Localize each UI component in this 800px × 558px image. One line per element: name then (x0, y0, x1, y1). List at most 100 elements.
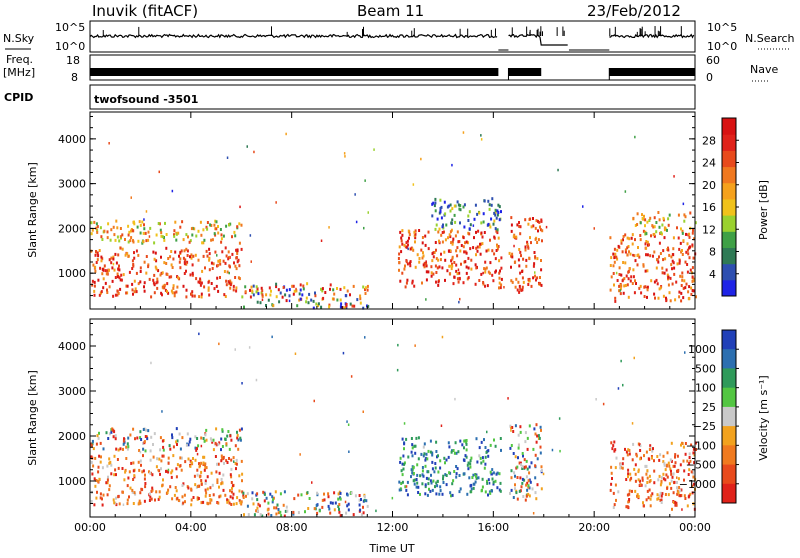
y-tick-label: 2000 (58, 430, 86, 443)
data-speck (593, 227, 595, 230)
data-cell (244, 285, 247, 289)
data-cell (336, 287, 338, 290)
data-cell (95, 226, 98, 230)
data-cell (446, 269, 449, 273)
data-cell (441, 240, 444, 244)
data-cell (138, 468, 141, 472)
data-cell (524, 440, 527, 444)
data-cell (451, 255, 454, 259)
data-cell (676, 226, 678, 230)
data-cell (131, 267, 134, 270)
data-cell (493, 438, 495, 442)
data-cell (160, 234, 163, 238)
data-cell (469, 462, 472, 466)
data-cell (444, 278, 446, 282)
data-cell (103, 264, 106, 268)
data-cell (193, 474, 196, 478)
data-speck (639, 444, 642, 448)
data-cell (196, 437, 199, 440)
data-cell (477, 476, 480, 480)
data-cell (116, 289, 119, 293)
data-cell (648, 448, 651, 451)
data-speck (355, 220, 358, 224)
data-cell (693, 237, 695, 241)
data-cell (674, 455, 676, 459)
data-cell (689, 268, 692, 272)
data-cell (656, 493, 659, 497)
data-cell (398, 488, 401, 492)
data-cell (354, 494, 357, 498)
data-cell (527, 484, 530, 488)
data-cell (653, 292, 656, 296)
data-cell (186, 432, 189, 436)
colorbar-tick-label: −500 (686, 459, 716, 472)
data-cell (491, 273, 494, 277)
data-speck (503, 286, 505, 289)
data-cell (628, 489, 631, 493)
data-cell (161, 483, 164, 487)
data-cell (124, 238, 126, 241)
data-cell (275, 285, 278, 289)
data-speck (288, 299, 291, 303)
data-cell (423, 452, 426, 456)
data-cell (656, 455, 659, 458)
colorbar-swatch (722, 231, 736, 248)
data-cell (539, 425, 542, 429)
data-cell (688, 235, 691, 239)
data-cell (639, 483, 642, 487)
data-cell (457, 203, 460, 207)
data-cell (174, 250, 177, 254)
data-cell (492, 471, 495, 475)
data-cell (93, 477, 96, 481)
data-cell (153, 283, 156, 287)
data-cell (189, 273, 192, 277)
data-cell (155, 490, 158, 494)
data-cell (226, 498, 229, 502)
data-cell (461, 443, 464, 447)
data-cell (285, 299, 288, 303)
data-cell (426, 457, 429, 461)
data-cell (498, 259, 501, 263)
data-cell (455, 263, 458, 267)
data-cell (453, 204, 456, 208)
data-cell (650, 279, 653, 283)
data-cell (160, 291, 163, 295)
data-cell (103, 229, 106, 233)
data-cell (685, 282, 688, 286)
data-cell (346, 289, 349, 293)
data-cell (526, 436, 529, 440)
data-cell (436, 479, 439, 483)
data-cell (423, 442, 426, 446)
data-cell (430, 473, 432, 477)
data-cell (206, 254, 209, 258)
data-cell (643, 214, 645, 218)
data-cell (178, 432, 181, 436)
colorbar-tick-label: 500 (695, 362, 716, 375)
data-cell (96, 490, 98, 494)
data-cell (645, 464, 648, 468)
data-cell (166, 282, 169, 286)
data-cell (97, 465, 100, 469)
data-cell (526, 467, 529, 471)
data-cell (119, 278, 122, 282)
data-cell (479, 242, 481, 246)
data-cell (425, 456, 428, 460)
data-cell (168, 275, 171, 279)
data-cell (124, 253, 127, 257)
data-cell (640, 483, 643, 487)
data-cell (405, 281, 408, 285)
data-cell (467, 219, 470, 222)
data-cell (659, 498, 662, 502)
data-cell (131, 488, 134, 492)
data-cell (111, 279, 114, 283)
data-cell (650, 494, 653, 498)
data-cell (497, 236, 500, 240)
data-cell (425, 452, 428, 456)
data-cell (137, 282, 140, 286)
data-speck (108, 142, 110, 145)
data-cell (258, 504, 261, 508)
data-cell (148, 492, 151, 496)
data-cell (510, 444, 513, 447)
data-cell (234, 276, 237, 279)
data-cell (196, 484, 199, 488)
